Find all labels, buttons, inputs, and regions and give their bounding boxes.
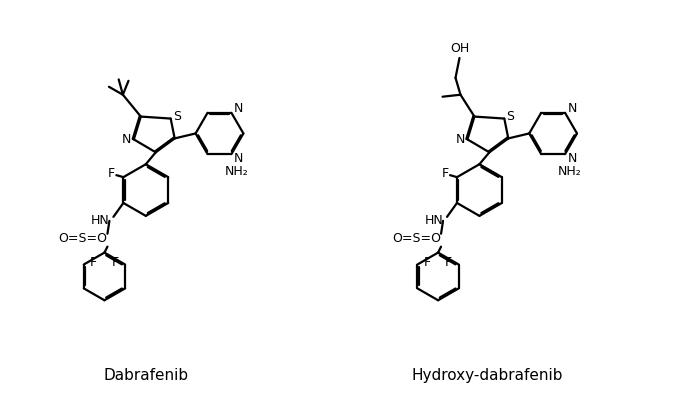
Text: F: F bbox=[424, 256, 431, 269]
Text: F: F bbox=[441, 167, 449, 180]
Text: Hydroxy-dabrafenib: Hydroxy-dabrafenib bbox=[412, 368, 563, 383]
Text: S: S bbox=[506, 110, 514, 123]
Text: S: S bbox=[173, 110, 181, 123]
Text: NH₂: NH₂ bbox=[225, 166, 248, 179]
Text: F: F bbox=[111, 256, 119, 269]
Text: N: N bbox=[568, 102, 576, 115]
Text: HN: HN bbox=[425, 214, 443, 228]
Text: N: N bbox=[234, 152, 243, 165]
Text: F: F bbox=[108, 167, 115, 180]
Text: N: N bbox=[122, 133, 132, 146]
Text: HN: HN bbox=[90, 214, 109, 228]
Text: N: N bbox=[456, 133, 465, 146]
Text: N: N bbox=[234, 102, 243, 115]
Text: N: N bbox=[568, 152, 576, 165]
Text: O=S=O: O=S=O bbox=[392, 232, 441, 245]
Text: Dabrafenib: Dabrafenib bbox=[103, 368, 188, 383]
Text: F: F bbox=[446, 256, 452, 269]
Text: O=S=O: O=S=O bbox=[59, 232, 107, 245]
Text: OH: OH bbox=[450, 41, 469, 55]
Text: NH₂: NH₂ bbox=[558, 166, 582, 179]
Text: F: F bbox=[90, 256, 97, 269]
